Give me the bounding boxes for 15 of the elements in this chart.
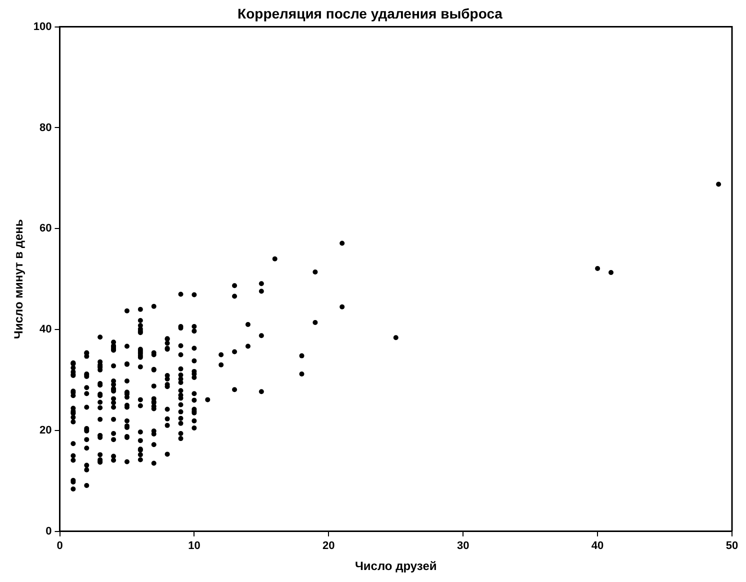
x-tick-label: 10 [188,540,200,552]
y-tick-label: 20 [40,424,52,437]
x-tick-label: 40 [591,540,604,552]
chart-title: Корреляция после удаления выброса [238,5,503,22]
y-tick-label: 80 [40,122,52,134]
x-tick-label: 0 [56,540,63,552]
x-tick-label: 30 [456,540,470,552]
y-tick-label: 60 [40,222,52,235]
y-axis-title: Число минут в день [12,219,26,339]
x-axis-title: Число друзей [354,559,437,574]
y-tick-label: 40 [40,324,52,336]
x-tick-label: 50 [726,540,738,552]
x-tick-label: 20 [322,540,335,552]
y-tick-label: 0 [46,525,52,538]
y-tick-label: 100 [33,20,52,33]
